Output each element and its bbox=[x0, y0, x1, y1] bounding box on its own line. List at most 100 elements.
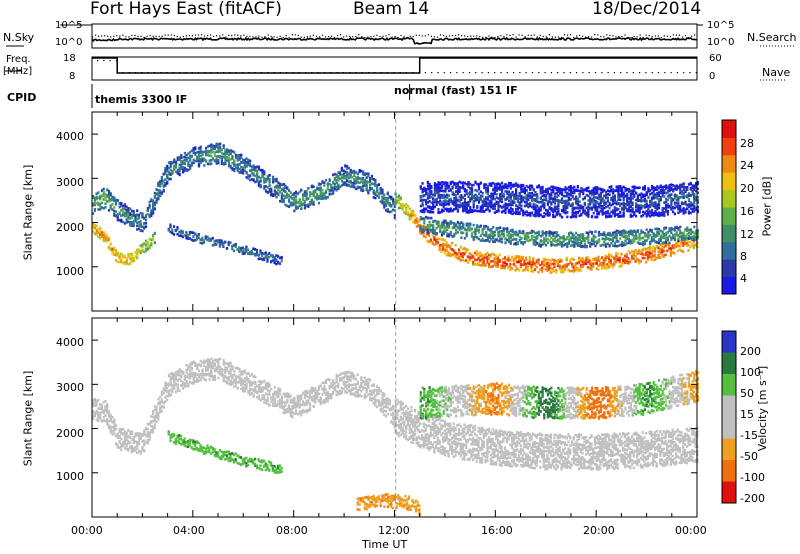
range-gate-cell bbox=[266, 255, 269, 259]
noise-search-dot bbox=[448, 35, 451, 37]
range-gate-cell bbox=[192, 235, 195, 238]
range-gate-cell bbox=[231, 161, 234, 165]
range-gate-cell bbox=[219, 145, 222, 149]
range-gate-cell bbox=[278, 262, 281, 265]
range-gate-cell bbox=[97, 203, 100, 207]
noise-search-dot bbox=[609, 34, 611, 37]
range-gate-cell bbox=[182, 170, 185, 174]
range-gate-cell bbox=[579, 269, 582, 272]
range-gate-cell bbox=[472, 206, 475, 209]
range-gate-cell bbox=[293, 192, 296, 195]
nave-dot bbox=[191, 72, 193, 74]
range-gate-cell bbox=[451, 241, 454, 245]
noise-search-dot bbox=[506, 34, 508, 36]
range-gate-cell bbox=[433, 238, 436, 241]
noise-search-dot bbox=[137, 35, 139, 37]
range-gate-cell bbox=[504, 241, 507, 244]
range-gate-cell bbox=[337, 187, 340, 191]
range-gate-cell bbox=[195, 238, 199, 241]
noise-search-dot bbox=[588, 36, 590, 38]
range-gate-cell bbox=[167, 177, 171, 180]
range-gate-cell bbox=[160, 176, 163, 179]
range-gate-cell bbox=[120, 258, 123, 261]
range-gate-cell bbox=[284, 184, 287, 188]
range-gate-cell bbox=[271, 259, 274, 262]
range-gate-cell bbox=[369, 186, 372, 190]
range-gate-cell bbox=[545, 234, 548, 237]
noise-search-dot bbox=[663, 35, 665, 37]
range-gate-cell bbox=[323, 196, 326, 200]
range-gate-cell bbox=[113, 249, 116, 252]
velocity-colorbar-swatch bbox=[722, 417, 736, 439]
range-gate-cell bbox=[187, 152, 190, 155]
nave-dot bbox=[267, 72, 269, 74]
range-gate-cell bbox=[618, 257, 621, 260]
nave-dot bbox=[576, 72, 578, 74]
range-gate-cell bbox=[474, 180, 477, 184]
noise-search-dot bbox=[684, 35, 687, 37]
range-gate-cell bbox=[340, 184, 343, 187]
range-gate-cell bbox=[178, 172, 181, 176]
nave-dot bbox=[531, 72, 534, 74]
range-gate-cell bbox=[241, 252, 244, 255]
range-gate-cell bbox=[353, 179, 356, 182]
range-gate-cell bbox=[134, 255, 137, 258]
range-gate-cell bbox=[566, 244, 569, 248]
range-gate-cell bbox=[419, 229, 422, 232]
range-gate-cell bbox=[252, 164, 255, 167]
range-gate-cell bbox=[529, 202, 532, 205]
range-gate-cell bbox=[215, 158, 218, 161]
range-gate-cell bbox=[231, 150, 234, 153]
noise-search-dot bbox=[182, 35, 184, 38]
nave-dot bbox=[323, 72, 326, 74]
range-gate-cell bbox=[309, 191, 312, 194]
range-gate-cell bbox=[335, 178, 338, 182]
range-gate-cell bbox=[291, 197, 294, 201]
range-gate-cell bbox=[430, 185, 433, 188]
range-gate-cell bbox=[217, 148, 220, 151]
noise-search-dot bbox=[500, 35, 502, 37]
range-gate-cell bbox=[312, 194, 315, 197]
range-gate-cell bbox=[266, 186, 269, 189]
range-gate-cell bbox=[220, 162, 223, 165]
range-gate-cell bbox=[682, 250, 685, 253]
nave-dot bbox=[582, 72, 584, 74]
range-gate-cell bbox=[132, 221, 135, 225]
range-gate-cell bbox=[328, 189, 331, 192]
range-gate-cell bbox=[587, 238, 590, 242]
range-gate-cell bbox=[340, 176, 343, 180]
range-gate-cell bbox=[498, 259, 501, 262]
range-gate-cell bbox=[234, 245, 237, 248]
range-gate-cell bbox=[565, 256, 568, 260]
range-gate-cell bbox=[102, 190, 105, 194]
noise-search-dot bbox=[203, 35, 206, 37]
noise-search-dot bbox=[92, 36, 94, 38]
range-gate-cell bbox=[240, 153, 243, 157]
range-gate-cell bbox=[303, 194, 306, 197]
range-gate-cell bbox=[344, 177, 347, 180]
nave-dot bbox=[330, 72, 332, 74]
noise-search-dot bbox=[185, 35, 187, 37]
range-gate-cell bbox=[95, 197, 98, 200]
range-gate-cell bbox=[358, 186, 361, 189]
range-gate-cell bbox=[280, 193, 283, 197]
range-gate-cell bbox=[293, 200, 296, 204]
noise-search-dot bbox=[573, 36, 575, 39]
range-gate-cell bbox=[197, 155, 201, 158]
range-gate-cell bbox=[233, 161, 236, 164]
range-gate-cell bbox=[92, 212, 95, 215]
range-gate-cell bbox=[543, 215, 546, 218]
range-gate-cell bbox=[220, 157, 223, 161]
range-gate-cell bbox=[433, 236, 436, 239]
range-gate-cell bbox=[515, 238, 518, 241]
range-gate-cell bbox=[333, 177, 336, 180]
range-gate-cell bbox=[317, 201, 321, 205]
noise-search-dot bbox=[234, 34, 236, 36]
range-gate-cell bbox=[238, 167, 241, 171]
range-gate-cell bbox=[120, 204, 123, 208]
range-gate-cell bbox=[571, 262, 574, 266]
range-gate-cell bbox=[321, 191, 324, 195]
noise-search-dot bbox=[397, 36, 399, 39]
range-gate-cell bbox=[107, 192, 111, 196]
noise-search-dot bbox=[291, 34, 293, 36]
